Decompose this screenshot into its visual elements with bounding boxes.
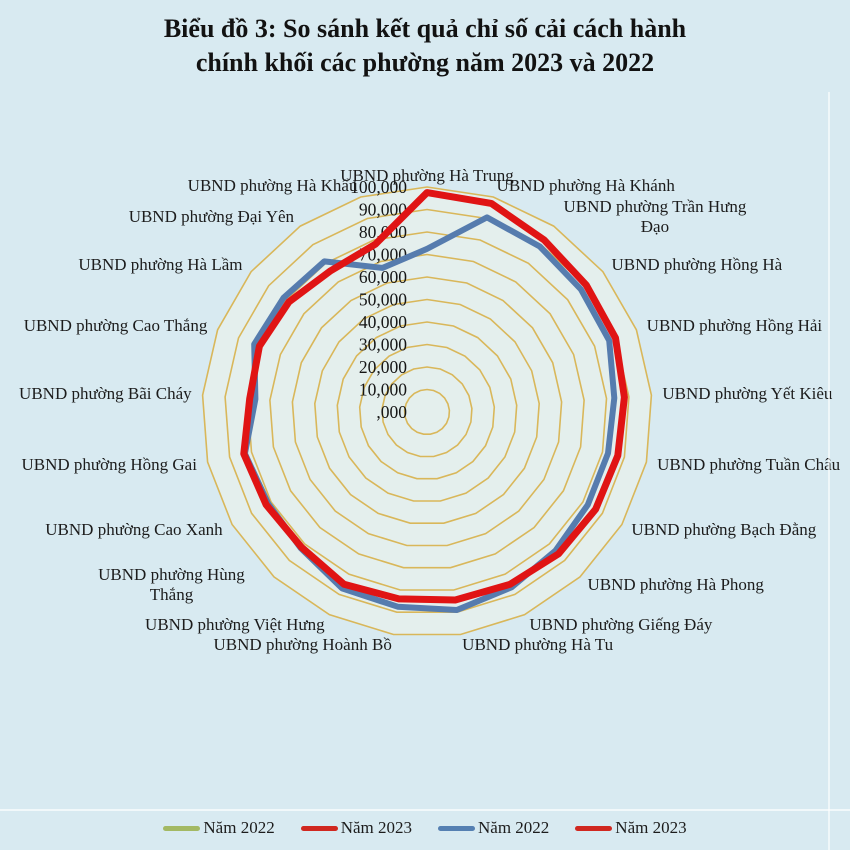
radial-tick-label: 100,000 bbox=[350, 177, 407, 197]
chart-title-line-1: Biểu đồ 3: So sánh kết quả chỉ số cải cá… bbox=[163, 14, 687, 43]
series-line-năm-2023-1 bbox=[240, 189, 628, 604]
legend-item: Năm 2022 bbox=[163, 818, 275, 838]
legend-item: Năm 2023 bbox=[575, 818, 687, 838]
radial-tick-label: 60,000 bbox=[359, 267, 407, 287]
radial-tick-label: ,000 bbox=[376, 402, 407, 422]
legend-divider-line bbox=[0, 809, 850, 811]
legend-label: Năm 2022 bbox=[478, 818, 550, 837]
legend-label: Năm 2023 bbox=[615, 818, 687, 837]
legend-item: Năm 2023 bbox=[300, 818, 412, 838]
chart-title-line-2: chính khối các phường năm 2023 và 2022 bbox=[195, 48, 655, 77]
radial-tick-label: 50,000 bbox=[359, 289, 407, 309]
legend-item: Năm 2022 bbox=[438, 818, 549, 838]
radial-tick-label: 20,000 bbox=[359, 357, 407, 377]
radial-gridline bbox=[403, 388, 451, 436]
radial-tick-label: 10,000 bbox=[359, 379, 407, 399]
frame-line bbox=[828, 92, 830, 850]
legend-label: Năm 2022 bbox=[203, 818, 275, 837]
series-line-năm-2022-0 bbox=[241, 214, 618, 613]
chart-title: Biểu đồ 3: So sánh kết quả chỉ số cải cá… bbox=[0, 12, 850, 80]
radial-gridline bbox=[358, 343, 496, 480]
radial-gridline bbox=[291, 276, 563, 547]
radial-tick-label: 30,000 bbox=[359, 334, 407, 354]
legend-label: Năm 2023 bbox=[340, 818, 412, 837]
radial-gridline bbox=[313, 298, 541, 525]
legend-swatch bbox=[575, 825, 613, 831]
legend: Năm 2022 Năm 2023 Năm 2022 Năm 2023 bbox=[0, 818, 850, 838]
legend-swatch bbox=[300, 825, 338, 831]
legend-swatch bbox=[163, 825, 201, 831]
plot-area-fill bbox=[202, 187, 652, 635]
radial-tick-label: 40,000 bbox=[359, 312, 407, 332]
radial-gridline bbox=[336, 321, 518, 502]
radial-gridline bbox=[269, 253, 585, 569]
radial-gridline bbox=[381, 366, 473, 458]
legend-swatch bbox=[438, 825, 475, 831]
radial-gridline bbox=[201, 186, 653, 636]
radial-tick-label: 90,000 bbox=[359, 199, 407, 219]
